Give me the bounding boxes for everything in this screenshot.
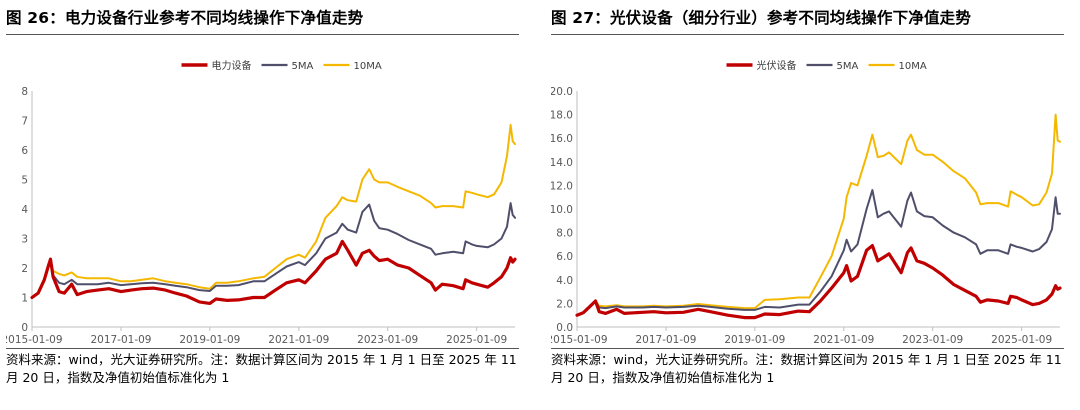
line-chart-electric-equipment: 0 1 2 3 4 5 6 7 8 2015-01-09 2017-01-09 2019-01-09 2… [6,59,517,346]
series-line-10ma [576,113,1061,317]
y-tick-label: 18.0 [551,110,573,122]
x-tick-label: 2023-01-09 [357,334,418,346]
source-note: 资料来源：wind，光大证券研究所。注：数据计算区间为 2015 年 1 月 1… [6,352,517,385]
legend-label: 光伏设备 [757,59,797,72]
legend-label: 10MA [354,61,382,72]
legend-label: 5MA [292,61,314,72]
series-line-10ma [31,123,516,299]
figure-title: 图 27：光伏设备（细分行业）参考不同均线操作下净值走势 [551,9,972,27]
title-rule [551,34,1064,35]
x-tick-label: 2025-01-09 [446,334,507,346]
y-tick-label: 16.0 [551,133,573,145]
y-tick-label: 12.0 [551,180,573,192]
x-tick-label: 2021-01-09 [268,334,329,346]
y-tick-label: 14.0 [551,157,573,169]
y-tick-label: 8.0 [556,228,573,240]
legend-label: 电力设备 [212,59,252,72]
x-tick-label: 2015-01-09 [6,334,63,346]
y-tick-label: 2 [21,263,28,275]
series-line-index [30,239,517,305]
y-tick-label: 4 [21,204,28,216]
y-tick-label: 3 [21,234,28,246]
x-tick-label: 2021-01-09 [813,334,874,346]
source-note: 资料来源：wind，光大证券研究所。注：数据计算区间为 2015 年 1 月 1… [551,352,1062,385]
chart-panel-pv-equipment: 图 27：光伏设备（细分行业）参考不同均线操作下净值走势 0.0 2.0 4.0 6.… [551,0,1071,410]
legend: 光伏设备 5MA 10MA [726,59,927,72]
x-tick-label: 2019-01-09 [179,334,240,346]
x-tick-label: 2019-01-09 [724,334,785,346]
line-chart-pv-equipment: 0.0 2.0 4.0 6.0 8.0 10.0 12.0 14.0 16.0 18.0 20.0 2… [551,59,1062,346]
figure-title: 图 26：电力设备行业参考不同均线操作下净值走势 [6,9,364,27]
source-rule [551,348,1064,349]
source-rule [6,348,519,349]
y-tick-label: 6 [21,145,28,157]
series-line-index [575,244,1062,320]
x-tick-label: 2015-01-09 [551,334,608,346]
y-tick-label: 10.0 [551,204,573,216]
y-tick-label: 8 [21,86,28,98]
y-tick-label: 7 [21,116,28,128]
chart-panel-electric-equipment: 图 26：电力设备行业参考不同均线操作下净值走势 0 1 2 3 4 5 6 7 8 2015-0… [6,0,526,410]
y-tick-label: 20.0 [551,86,573,98]
y-tick-label: 0 [21,322,28,334]
legend: 电力设备 5MA 10MA [181,59,382,72]
legend-label: 10MA [899,61,927,72]
x-tick-label: 2017-01-09 [90,334,151,346]
y-tick-label: 5 [21,175,28,187]
y-tick-label: 2.0 [556,298,573,310]
y-tick-label: 1 [21,293,28,305]
series-line-5ma [576,189,1061,317]
legend-label: 5MA [837,61,859,72]
x-tick-label: 2023-01-09 [902,334,963,346]
y-tick-label: 6.0 [556,251,573,263]
y-tick-label: 0.0 [556,322,573,334]
title-rule [6,34,519,35]
series-line-5ma [31,202,516,299]
x-tick-label: 2025-01-09 [991,334,1052,346]
x-tick-label: 2017-01-09 [635,334,696,346]
y-tick-label: 4.0 [556,275,573,287]
